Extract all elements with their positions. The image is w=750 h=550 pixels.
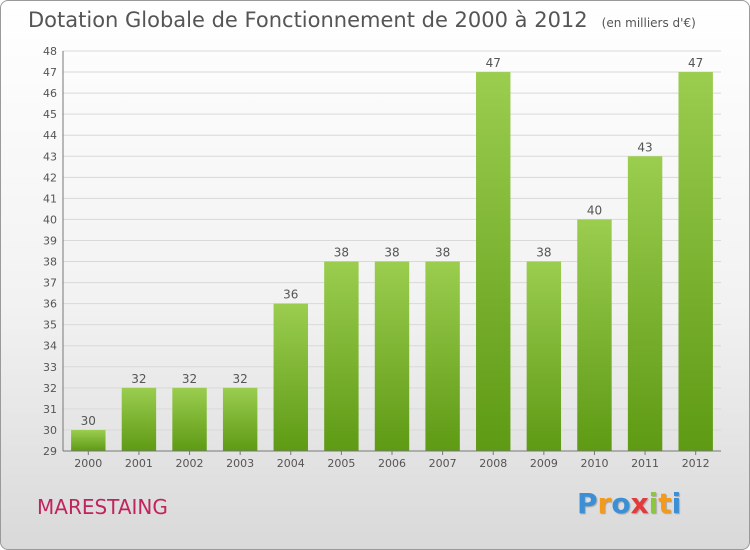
y-tick-label: 37 [43, 277, 57, 290]
chart-title-text: Dotation Globale de Fonctionnement de 20… [28, 8, 588, 32]
bars: 30 32 32 32 36 38 38 38 47 38 40 43 47 [71, 56, 713, 451]
y-tick-label: 46 [43, 87, 57, 100]
x-tick-label: 2007 [429, 457, 457, 470]
y-tick-label: 30 [43, 424, 57, 437]
x-tick-label: 2005 [327, 457, 355, 470]
bar [374, 261, 410, 451]
x-tick-label: 2003 [226, 457, 254, 470]
data-label: 32 [131, 372, 146, 386]
data-label: 38 [384, 246, 399, 260]
bar [476, 72, 511, 451]
y-tick-label: 44 [43, 129, 57, 142]
y-tick-label: 35 [43, 319, 57, 332]
bar [172, 387, 207, 451]
chart-title: Dotation Globale de Fonctionnement de 20… [28, 8, 696, 32]
x-tick-label: 2009 [530, 457, 558, 470]
y-tick-label: 36 [43, 298, 57, 311]
y-tick-label: 33 [43, 361, 57, 374]
bar [627, 156, 663, 451]
logo-letter: i [671, 487, 682, 520]
data-label: 40 [587, 203, 602, 217]
bar [678, 72, 713, 451]
data-label: 38 [334, 246, 349, 260]
logo-letter: o [611, 487, 631, 520]
bar [121, 387, 157, 451]
y-tick-label: 32 [43, 382, 57, 395]
data-label: 32 [182, 372, 197, 386]
logo-letter: i [648, 487, 659, 520]
data-label: 47 [486, 56, 501, 70]
y-tick-label: 45 [43, 108, 57, 121]
chart-unit: (en milliers d'€) [601, 16, 696, 30]
x-tick-label: 2001 [125, 457, 153, 470]
y-tick-label: 29 [43, 445, 57, 458]
data-label: 47 [688, 56, 703, 70]
x-tick-label: 2012 [682, 457, 710, 470]
data-label: 30 [81, 414, 96, 428]
y-tick-label: 43 [43, 150, 57, 163]
x-tick-label: 2000 [74, 457, 102, 470]
y-tick-label: 42 [43, 171, 57, 184]
y-tick-label: 41 [43, 192, 57, 205]
x-tick-label: 2008 [479, 457, 507, 470]
data-label: 32 [233, 372, 248, 386]
data-label: 38 [536, 246, 551, 260]
y-tick-label: 47 [43, 66, 57, 79]
data-label: 43 [637, 140, 652, 154]
y-tick-label: 31 [43, 403, 57, 416]
x-tick-label: 2011 [631, 457, 659, 470]
bar [577, 219, 612, 451]
y-tick-label: 34 [43, 340, 57, 353]
bar [222, 387, 258, 451]
x-tick-label: 2010 [580, 457, 608, 470]
data-label: 36 [283, 288, 298, 302]
y-tick-label: 48 [43, 45, 57, 58]
logo-letter: x [630, 487, 649, 520]
axes: 29 30 31 32 33 34 35 36 37 38 39 40 41 42 43 44 45 46 47 48… [43, 45, 721, 470]
y-tick-label: 40 [43, 213, 57, 226]
bar [71, 429, 106, 451]
x-tick-label: 2006 [378, 457, 406, 470]
bar [425, 261, 460, 451]
logo-letter: r [597, 487, 612, 520]
logo-letter: t [658, 487, 672, 520]
bar [273, 303, 308, 451]
logo-letter: P [577, 487, 598, 520]
bar [324, 261, 359, 451]
data-label: 38 [435, 246, 450, 260]
bar [526, 261, 562, 451]
proxiti-logo: Proxiti [577, 487, 681, 520]
x-tick-label: 2002 [176, 457, 204, 470]
y-tick-label: 38 [43, 256, 57, 269]
y-tick-label: 39 [43, 234, 57, 247]
x-tick-label: 2004 [277, 457, 305, 470]
commune-name: MARESTAING [37, 495, 168, 519]
